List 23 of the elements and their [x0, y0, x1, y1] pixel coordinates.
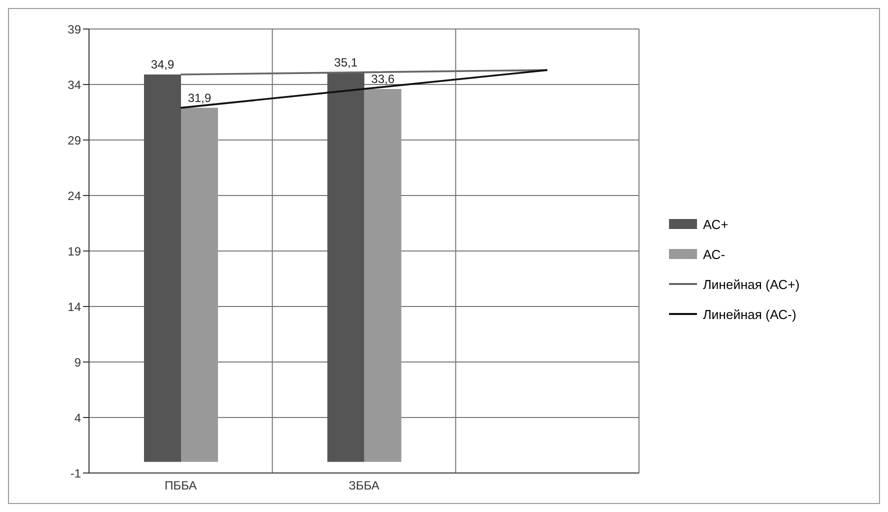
- data-label: 35,1: [334, 55, 358, 70]
- data-label: 34,9: [150, 58, 174, 72]
- x-tick-label: ПББА: [164, 478, 197, 493]
- bar: [144, 74, 181, 462]
- x-tick-label: ЗББА: [348, 478, 380, 493]
- y-tick-label: 9: [74, 355, 82, 370]
- data-label: 33,6: [371, 72, 395, 86]
- bar: [364, 88, 402, 462]
- y-tick-label: 24: [68, 188, 82, 203]
- y-tick-label: 34: [68, 78, 82, 92]
- y-tick-label: 39: [68, 22, 82, 36]
- y-tick-label: 4: [74, 410, 82, 425]
- y-tick-label: 14: [68, 300, 82, 314]
- bar: [181, 108, 218, 462]
- y-tick-label: -1: [70, 466, 82, 480]
- y-tick-label: 19: [68, 244, 82, 258]
- legend-label: АС-: [703, 246, 726, 262]
- y-tick-label: 29: [68, 133, 82, 148]
- legend-label: Линейная (АС-): [703, 306, 796, 322]
- bar: [327, 72, 364, 462]
- legend-label: АС+: [703, 216, 728, 232]
- legend-label: Линейная (АС+): [703, 276, 800, 292]
- data-label: 31,9: [188, 90, 212, 105]
